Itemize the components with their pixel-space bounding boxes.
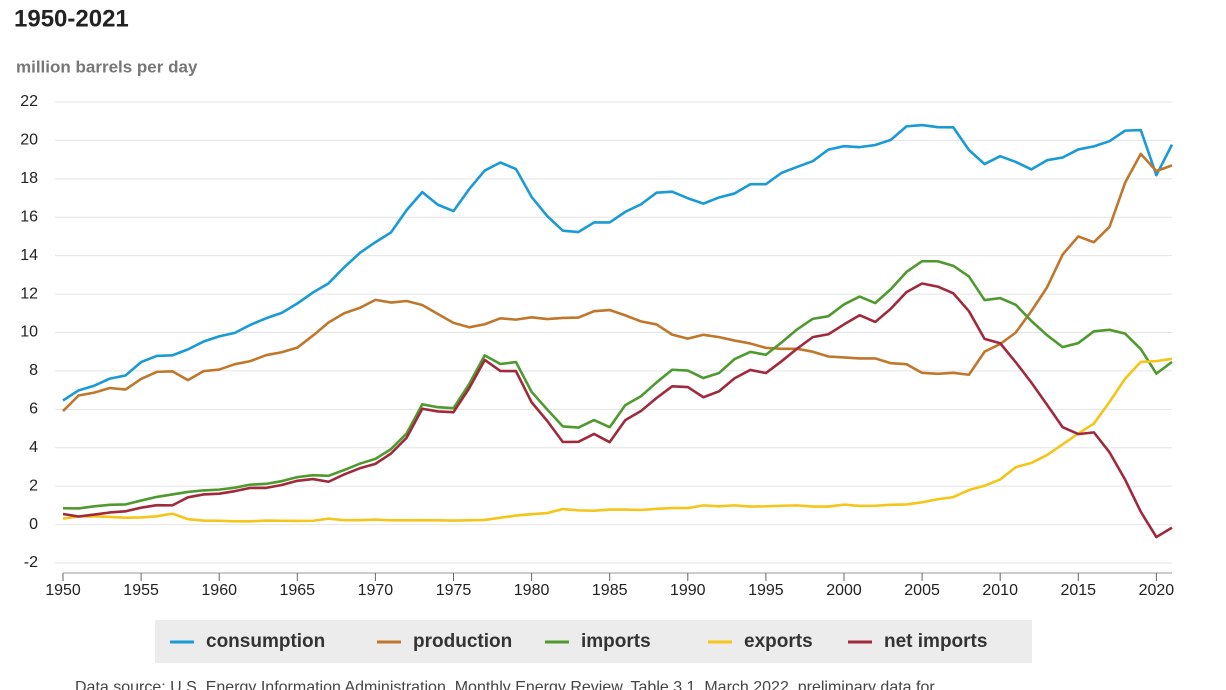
legend-label: net imports (884, 631, 987, 652)
x-tick-label: 1995 (748, 582, 784, 599)
legend-label: imports (581, 631, 651, 652)
chart-title: 1950-2021 (14, 5, 129, 32)
x-tick-label: 2010 (982, 582, 1018, 599)
y-tick-label: 8 (29, 362, 38, 379)
y-tick-label: 16 (20, 208, 38, 225)
x-tick-label: 1950 (45, 582, 81, 599)
y-tick-label: 10 (20, 324, 38, 341)
y-tick-label: 14 (20, 247, 38, 264)
series-line (62, 282, 1173, 539)
y-tick-label: -2 (24, 554, 38, 571)
legend-label: exports (744, 631, 813, 652)
x-tick-label: 2000 (826, 582, 862, 599)
x-tick-label: 2005 (904, 582, 940, 599)
x-tick-label: 2020 (1139, 582, 1175, 599)
series-line (62, 259, 1173, 510)
x-tick-label: 1955 (123, 582, 159, 599)
y-tick-label: 12 (20, 285, 38, 302)
series-line (62, 357, 1173, 523)
x-tick-label: 1960 (201, 582, 237, 599)
x-tick-label: 1980 (514, 582, 550, 599)
y-tick-label: 2 (29, 477, 38, 494)
legend-label: consumption (206, 631, 325, 652)
y-tick-label: 6 (29, 401, 38, 418)
x-tick-label: 1990 (670, 582, 706, 599)
y-tick-label: 20 (20, 132, 38, 149)
y-tick-label: 4 (29, 439, 38, 456)
series-line (62, 123, 1174, 402)
x-tick-label: 2015 (1060, 582, 1096, 599)
y-tick-label: 18 (20, 170, 38, 187)
y-tick-label: 0 (29, 516, 38, 533)
x-tick-label: 1975 (436, 582, 472, 599)
x-tick-label: 1965 (279, 582, 315, 599)
x-tick-label: 1970 (358, 582, 394, 599)
legend-box (155, 620, 1032, 663)
legend-label: production (413, 631, 512, 652)
y-axis-label: million barrels per day (16, 57, 198, 76)
x-tick-label: 1985 (592, 582, 628, 599)
series-line (62, 152, 1173, 412)
y-tick-label: 22 (20, 93, 38, 110)
source-note: Data source: U.S. Energy Information Adm… (75, 679, 935, 690)
